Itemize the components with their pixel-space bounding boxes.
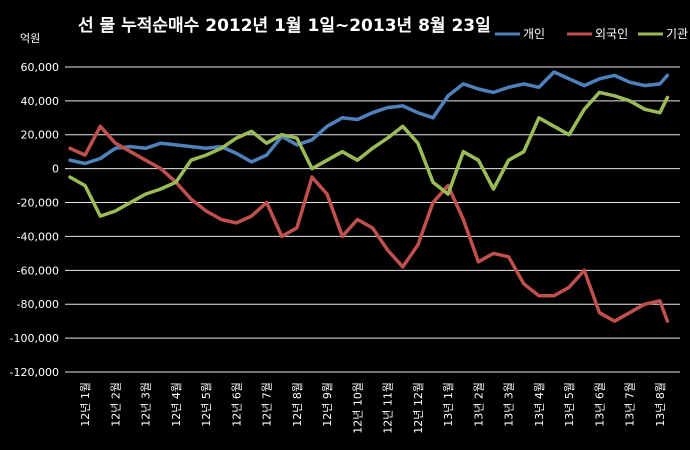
gridlines	[65, 66, 680, 373]
y-tick-label: -60,000	[17, 264, 59, 277]
series-line-기관	[68, 90, 670, 218]
x-tick-label: 13년 7월	[624, 382, 637, 427]
chart-title: 선 물 누적순매수 2012년 1월 1일~2013년 8월 23일	[78, 16, 491, 36]
y-unit-label: 억원	[20, 32, 40, 45]
y-tick-label: 20,000	[21, 129, 60, 142]
series-group	[68, 70, 670, 323]
x-tick-label: 13년 6월	[593, 382, 606, 427]
x-tick-label: 12년 5월	[200, 382, 213, 427]
legend-label: 외국인	[595, 27, 628, 41]
x-tick-label: 12년 10월	[351, 382, 364, 434]
x-tick-label: 12년 7월	[261, 382, 274, 427]
x-tick-label: 12년 6월	[230, 382, 243, 427]
x-tick-label: 12년 2월	[109, 382, 122, 427]
x-tick-label: 12년 11월	[382, 382, 395, 434]
x-tick-label: 12년 1월	[79, 382, 92, 427]
y-tick-label: 60,000	[21, 61, 60, 74]
y-tick-label: -20,000	[17, 197, 59, 210]
y-tick-label: -40,000	[17, 230, 59, 243]
legend-label: 기관	[666, 27, 688, 41]
y-tick-label: -80,000	[17, 298, 59, 311]
x-tick-label: 13년 1월	[442, 382, 455, 427]
x-tick-label: 12년 12월	[412, 382, 425, 434]
x-tick-label: 13년 5월	[563, 382, 576, 427]
y-tick-label: 0	[52, 163, 59, 176]
x-tick-label: 12년 9월	[321, 382, 334, 427]
y-tick-label: -100,000	[10, 332, 59, 345]
x-tick-label: 12년 3월	[140, 382, 153, 427]
y-tick-label: -120,000	[10, 366, 59, 379]
x-tick-label: 12년 8월	[291, 382, 304, 427]
x-tick-label: 13년 8월	[654, 382, 667, 427]
series-line-외국인	[68, 124, 670, 323]
y-axis-ticks: -120,000 -100,000 -80,000 -60,000 -40,000 -20…	[10, 61, 59, 379]
series-line-개인	[68, 70, 670, 166]
legend-label: 개인	[523, 27, 545, 41]
y-tick-label: 40,000	[21, 95, 60, 108]
x-axis-ticks: 12년 1월 12년 2월 12년 3월 12년 4월 12년 5월 12년 6월 12년 …	[79, 382, 667, 434]
x-tick-label: 13년 3월	[503, 382, 516, 427]
legend: 개인 외국인 기관	[495, 27, 688, 41]
x-tick-label: 13년 2월	[472, 382, 485, 427]
x-tick-label: 13년 4월	[533, 382, 546, 427]
x-tick-label: 12년 4월	[170, 382, 183, 427]
